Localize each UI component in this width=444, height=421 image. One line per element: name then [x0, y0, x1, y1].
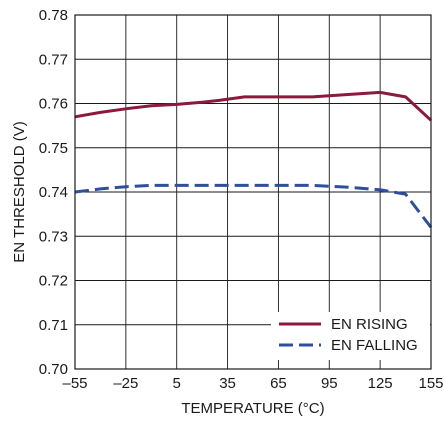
legend-background: [271, 312, 430, 360]
x-axis-title: TEMPERATURE (°C): [181, 400, 324, 417]
y-tick-label: 0.70: [39, 361, 68, 378]
y-tick-label: 0.78: [39, 7, 68, 24]
y-tick-label: 0.75: [39, 140, 68, 157]
x-tick-label: 35: [219, 375, 236, 392]
x-tick-labels: –55 –25 5 35 65 95 125 155: [62, 375, 443, 392]
x-tick-label: 5: [173, 375, 181, 392]
y-tick-labels: 0.70 0.71 0.72 0.73 0.74 0.75 0.76 0.77 0.78: [39, 7, 68, 378]
series-line-en-rising: [74, 90, 433, 122]
y-tick-label: 0.74: [39, 184, 68, 201]
series-lines: [74, 90, 433, 229]
y-tick-label: 0.73: [39, 228, 68, 245]
x-tick-label: –25: [113, 375, 138, 392]
plot-frame: [74, 14, 432, 370]
x-tick-label: 155: [418, 375, 443, 392]
legend-label-en-falling: EN FALLING: [331, 337, 418, 354]
x-tick-label: –55: [62, 375, 87, 392]
x-tick-label: 95: [321, 375, 338, 392]
y-tick-label: 0.72: [39, 273, 68, 290]
y-tick-label: 0.76: [39, 96, 68, 113]
x-tick-label: 125: [368, 375, 393, 392]
legend: EN RISING EN FALLING: [271, 312, 430, 360]
y-tick-label: 0.77: [39, 51, 68, 68]
y-axis-title: EN THRESHOLD (V): [11, 121, 28, 262]
x-tick-label: 65: [270, 375, 287, 392]
grid-lines: [75, 15, 431, 369]
legend-label-en-rising: EN RISING: [331, 316, 408, 333]
y-tick-label: 0.71: [39, 317, 68, 334]
series-line-en-falling: [74, 183, 433, 229]
